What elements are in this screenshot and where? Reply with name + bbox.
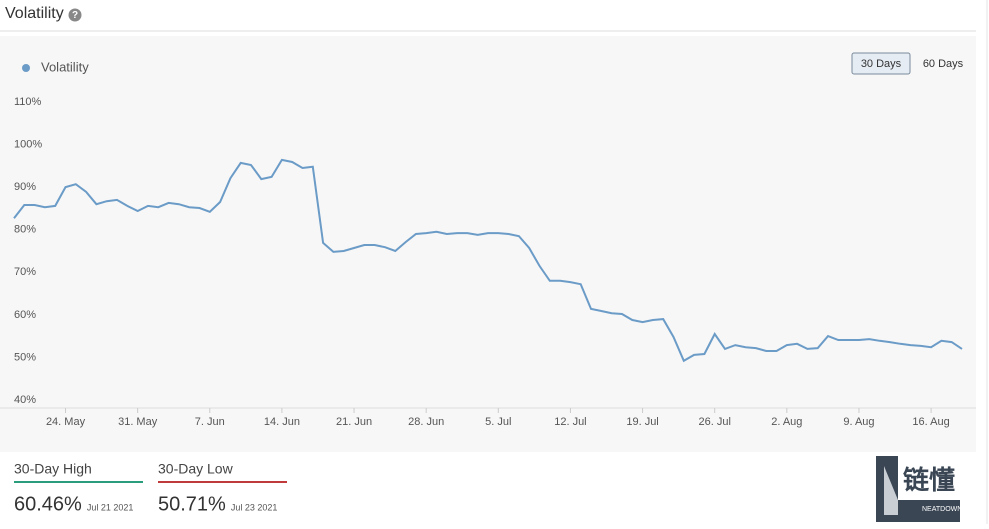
y-tick-label: 60%: [14, 309, 36, 321]
stat-date: Jul 23 2021: [231, 502, 278, 512]
stat-label: 30-Day High: [14, 461, 92, 477]
stat-label: 30-Day Low: [158, 461, 234, 477]
help-icon[interactable]: ?: [68, 8, 82, 22]
x-tick-label: 9. Aug: [843, 416, 874, 428]
y-tick-label: 80%: [14, 224, 36, 236]
y-tick-label: 90%: [14, 181, 36, 193]
x-tick-label: 5. Jul: [485, 416, 511, 428]
x-tick-label: 16. Aug: [912, 416, 949, 428]
x-tick-label: 24. May: [46, 416, 86, 428]
range-button[interactable]: 30 Days: [851, 52, 911, 75]
y-tick-label: 40%: [14, 394, 36, 406]
svg-text:?: ?: [72, 10, 78, 21]
x-tick-label: 21. Jun: [336, 416, 372, 428]
x-tick-label: 14. Jun: [264, 416, 300, 428]
stat-value: 60.46%: [14, 493, 82, 515]
watermark-text: 链懂: [903, 465, 955, 495]
page-title: Volatility: [5, 5, 64, 22]
legend-label: Volatility: [41, 59, 89, 74]
watermark: 链懂 NEATDOWN.COM: [876, 456, 981, 522]
chart-panel: [0, 36, 976, 452]
stat-value: 50.71%: [158, 493, 226, 515]
stat-date: Jul 21 2021: [87, 502, 134, 512]
y-tick-label: 100%: [14, 138, 42, 150]
range-button[interactable]: 60 Days: [923, 58, 964, 70]
x-tick-label: 26. Jul: [698, 416, 730, 428]
button-label[interactable]: 30 Days: [861, 58, 902, 70]
x-tick-label: 2. Aug: [771, 416, 802, 428]
y-tick-label: 70%: [14, 266, 36, 278]
button-label[interactable]: 60 Days: [923, 58, 964, 70]
data-line: [13, 158, 963, 363]
x-tick-label: 7. Jun: [195, 416, 225, 428]
y-tick-label: 110%: [14, 96, 42, 108]
x-tick-label: 19. Jul: [626, 416, 658, 428]
x-tick-label: 28. Jun: [408, 416, 444, 428]
button-frame[interactable]: [851, 52, 911, 75]
y-tick-label: 50%: [14, 351, 36, 363]
legend-dot: [22, 64, 30, 72]
watermark-subtext: NEATDOWN.COM: [922, 506, 981, 513]
x-tick-label: 31. May: [118, 416, 158, 428]
x-tick-label: 12. Jul: [554, 416, 586, 428]
